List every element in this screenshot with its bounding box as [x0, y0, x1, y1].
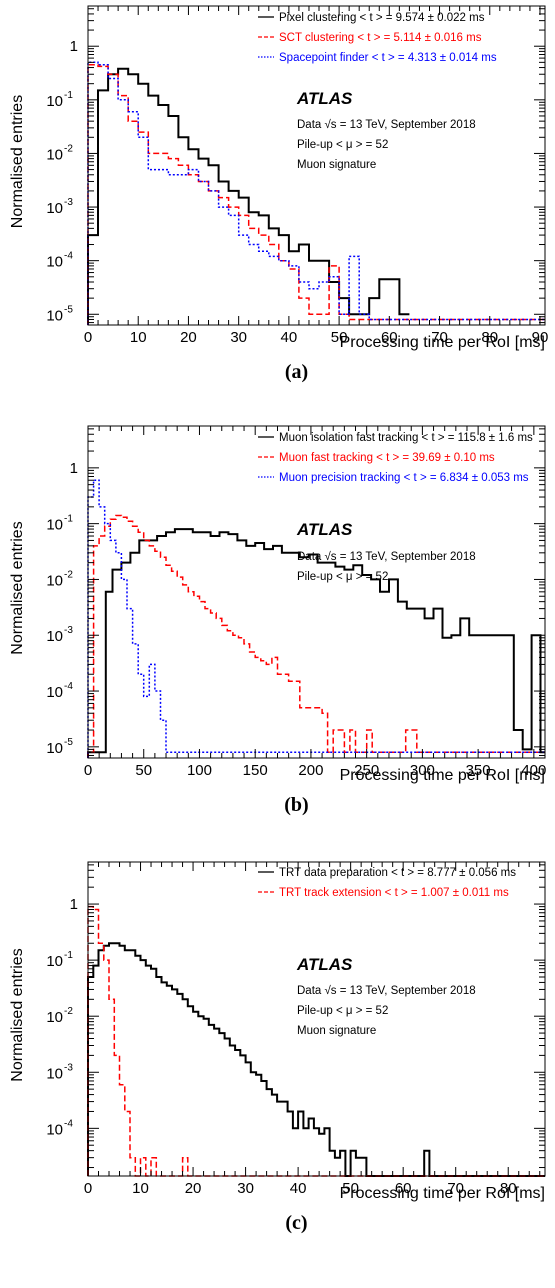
legend-entry: TRT data preparation < t > = 8.777 ± 0.0… — [279, 867, 516, 879]
x-axis-label: Processing time per RoI [ms] — [340, 767, 545, 784]
y-tick-label: 10 — [46, 1121, 63, 1138]
series-line-1 — [87, 64, 545, 325]
y-tick-exponent: -2 — [64, 569, 73, 580]
y-tick-label: 10 — [46, 740, 63, 757]
x-axis-label: Processing time per RoI [ms] — [340, 1185, 545, 1202]
y-tick-label: 10 — [46, 684, 63, 701]
y-tick-label: 1 — [70, 460, 78, 477]
y-axis-label: Normalised entries — [9, 521, 26, 654]
y-tick-exponent: -5 — [64, 304, 73, 315]
y-tick-label: 10 — [46, 146, 63, 163]
x-tick-label: 30 — [230, 329, 247, 346]
series-line-0 — [87, 67, 410, 325]
y-tick-label: 10 — [46, 307, 63, 324]
chart-panel-b: 0 50 100 150 200 250 300 350 40010-510-410-310-2… — [9, 425, 546, 816]
y-tick-exponent: -4 — [64, 1118, 73, 1129]
y-tick-exponent: -4 — [64, 251, 73, 262]
y-tick-exponent: -3 — [64, 625, 73, 636]
x-tick-label: 70 — [431, 329, 448, 346]
y-tick-label: 10 — [46, 254, 63, 271]
legend-entry: Spacepoint finder < t > = 4.313 ± 0.014 … — [279, 52, 497, 64]
y-tick-exponent: -4 — [64, 681, 73, 692]
y-tick-label: 10 — [46, 517, 63, 534]
series-line-0 — [87, 528, 545, 758]
x-axis-label: Processing time per RoI [ms] — [340, 334, 545, 351]
y-tick-exponent: -2 — [64, 143, 73, 154]
x-tick-label: 300 — [410, 762, 435, 779]
info-text: Pile-up < μ > = 52 — [297, 571, 388, 583]
info-text: Data √s = 13 TeV, September 2018 — [297, 118, 476, 131]
y-tick-exponent: -3 — [64, 1062, 73, 1073]
atlas-label: ATLAS — [296, 89, 353, 108]
x-tick-label: 20 — [180, 329, 197, 346]
x-tick-label: 50 — [135, 762, 152, 779]
y-tick-exponent: -5 — [64, 737, 73, 748]
y-tick-exponent: -1 — [64, 514, 73, 525]
series-line-2 — [87, 479, 545, 758]
y-tick-label: 10 — [46, 572, 63, 589]
x-tick-label: 150 — [243, 762, 268, 779]
x-tick-label: 400 — [521, 762, 546, 779]
x-tick-label: 100 — [187, 762, 212, 779]
x-tick-label: 10 — [130, 329, 147, 346]
y-tick-label: 10 — [46, 953, 63, 970]
legend-entry: Muon precision tracking < t > = 6.834 ± … — [279, 472, 529, 484]
y-tick-label: 1 — [70, 896, 78, 913]
legend-entry: Muon isolation fast tracking < t > = 115… — [279, 432, 533, 444]
x-tick-label: 30 — [237, 1180, 254, 1197]
x-tick-label: 70 — [447, 1180, 464, 1197]
info-text: Pile-up < μ > = 52 — [297, 139, 388, 151]
info-text: Data √s = 13 TeV, September 2018 — [297, 984, 476, 997]
y-tick-label: 10 — [46, 93, 63, 110]
info-text: Muon signature — [297, 1025, 376, 1037]
x-tick-label: 80 — [481, 329, 498, 346]
info-text: Muon signature — [297, 159, 376, 171]
y-tick-exponent: -2 — [64, 1006, 73, 1017]
y-tick-label: 10 — [46, 1009, 63, 1026]
x-tick-label: 250 — [354, 762, 379, 779]
y-axis-label: Normalised entries — [9, 948, 26, 1081]
y-tick-label: 10 — [46, 628, 63, 645]
y-axis-label: Normalised entries — [9, 95, 26, 228]
y-tick-exponent: -3 — [64, 197, 73, 208]
x-tick-label: 350 — [466, 762, 491, 779]
atlas-label: ATLAS — [296, 955, 353, 974]
y-tick-label: 10 — [46, 200, 63, 217]
x-tick-label: 40 — [281, 329, 298, 346]
x-tick-label: 50 — [331, 329, 348, 346]
legend-entry: SCT clustering < t > = 5.114 ± 0.016 ms — [279, 32, 482, 44]
legend-entry: Muon fast tracking < t > = 39.69 ± 0.10 … — [279, 452, 495, 464]
panel-label: (c) — [285, 1212, 307, 1234]
atlas-label: ATLAS — [296, 520, 353, 539]
y-tick-label: 10 — [46, 1065, 63, 1082]
info-text: Pile-up < μ > = 52 — [297, 1005, 388, 1017]
x-tick-label: 60 — [381, 329, 398, 346]
x-tick-label: 50 — [342, 1180, 359, 1197]
y-tick-label: 1 — [70, 38, 78, 55]
series-line-2 — [87, 61, 545, 325]
x-tick-label: 200 — [298, 762, 323, 779]
x-tick-label: 80 — [500, 1180, 517, 1197]
x-tick-label: 0 — [84, 762, 92, 779]
x-tick-label: 10 — [132, 1180, 149, 1197]
x-tick-label: 20 — [185, 1180, 202, 1197]
x-tick-label: 40 — [290, 1180, 307, 1197]
x-tick-label: 60 — [395, 1180, 412, 1197]
y-tick-exponent: -1 — [64, 950, 73, 961]
legend-entry: TRT track extension < t > = 1.007 ± 0.01… — [279, 887, 509, 899]
series-line-1 — [87, 905, 545, 1177]
panel-label: (a) — [285, 361, 308, 383]
x-tick-label: 0 — [84, 1180, 92, 1197]
x-tick-label: 0 — [84, 329, 92, 346]
info-text: Data √s = 13 TeV, September 2018 — [297, 550, 476, 563]
x-tick-label: 90 — [532, 329, 549, 346]
panel-label: (b) — [284, 794, 308, 816]
series-line-0 — [87, 942, 545, 1177]
y-tick-exponent: -1 — [64, 90, 73, 101]
legend-entry: Pixel clustering < t > = 9.574 ± 0.022 m… — [279, 12, 485, 24]
